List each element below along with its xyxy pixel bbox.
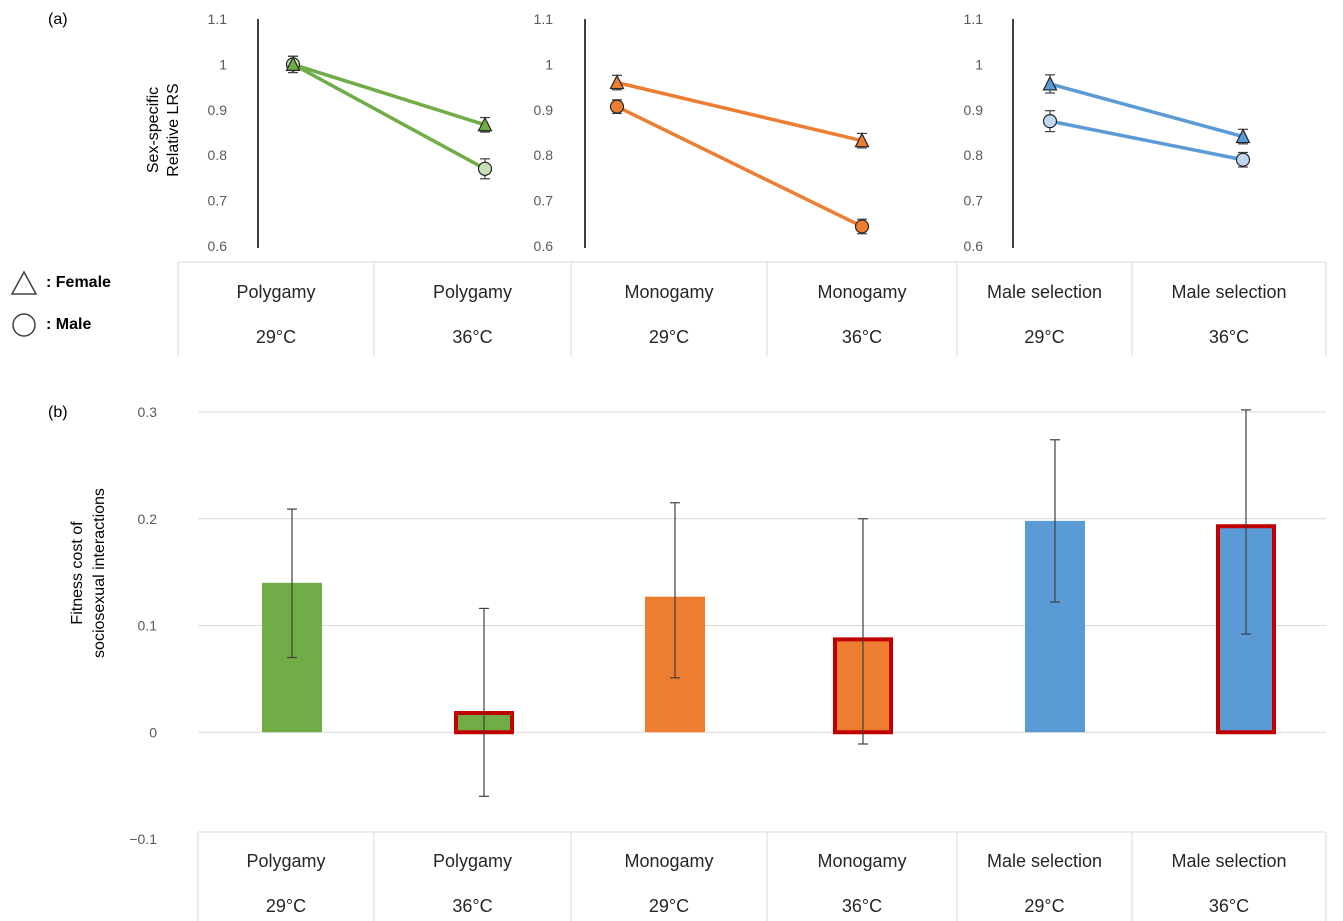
panel-a-category-temp: 29°C — [649, 327, 689, 347]
panel-a-ytick-label: 1.1 — [534, 11, 554, 27]
panel-a-ytick-label: 0.9 — [964, 102, 984, 118]
panel-b-ytick-label: 0.2 — [138, 511, 158, 527]
series-line-male — [292, 62, 486, 171]
panel-a-category-temp: 36°C — [842, 327, 882, 347]
male-point — [1235, 152, 1251, 167]
female-point — [477, 116, 493, 132]
panel-b-ytick-label: 0 — [149, 724, 157, 740]
male-point — [854, 219, 870, 234]
series-line-female — [1049, 82, 1244, 139]
panel-b-category-temp: 29°C — [266, 896, 306, 916]
legend-female-label: : Female — [46, 274, 111, 291]
panel-a-ytick-label: 1 — [219, 56, 227, 72]
panel-a-category-temp: 29°C — [1024, 327, 1064, 347]
panel-a-category-treatment: Polygamy — [236, 282, 315, 302]
panel-b-category-treatment: Male selection — [987, 851, 1102, 871]
panel-a-ytick-label: 1 — [975, 56, 983, 72]
female-point — [1042, 75, 1058, 91]
panel-b-category-axis: Polygamy 29°C Polygamy 36°C Monogamy 29°C Mono… — [197, 831, 1327, 921]
panel-a-ytick-label: 0.8 — [534, 147, 554, 163]
panel-a-category-temp: 29°C — [256, 327, 296, 347]
panel-a-subplot-2: 0.6 0.7 0.8 0.9 1 1.1 — [534, 11, 870, 254]
panel-a-category-treatment: Male selection — [987, 282, 1102, 302]
legend-male-label: : Male — [46, 316, 91, 333]
male-point — [1042, 114, 1058, 129]
panel-b-ylabel: Fitness cost of sociosexual interactions — [69, 488, 108, 658]
panel-a-ytick-label: 0.7 — [964, 193, 984, 209]
panel-a-category-temp: 36°C — [1209, 327, 1249, 347]
panel-a-ytick-label: 0.7 — [208, 193, 228, 209]
panel-a-ytick-label: 0.8 — [964, 147, 984, 163]
panel-b-ytick-label: 0.3 — [138, 404, 158, 420]
panel-b-ytick-label: −0.1 — [129, 831, 157, 847]
panel-b-category-treatment: Male selection — [1171, 851, 1286, 871]
panel-a-category-treatment: Monogamy — [624, 282, 713, 302]
panel-a-category-treatment: Male selection — [1171, 282, 1286, 302]
panel-b-category-temp: 29°C — [1024, 896, 1064, 916]
panel-b-category-treatment: Polygamy — [246, 851, 325, 871]
panel-b-ylabel-line2: sociosexual interactions — [91, 488, 108, 658]
legend-circle-icon — [12, 313, 36, 337]
panel-a-category-axis: Polygamy 29°C Polygamy 36°C Monogamy 29°C Mono… — [177, 261, 1327, 356]
panel-a-ytick-label: 0.9 — [534, 102, 554, 118]
panel-a-ytick-label: 1 — [545, 56, 553, 72]
panel-b-category-temp: 36°C — [842, 896, 882, 916]
female-point — [1235, 128, 1251, 144]
panel-a-ytick-label: 0.6 — [534, 238, 554, 254]
panel-a-subplot-3: 0.6 0.7 0.8 0.9 1 1.1 — [964, 11, 1251, 254]
panel-a-category-treatment: Polygamy — [433, 282, 512, 302]
panel-a-category-treatment: Monogamy — [817, 282, 906, 302]
panel-b-category-temp: 29°C — [649, 896, 689, 916]
panel-b-category-treatment: Monogamy — [817, 851, 906, 871]
panel-b-category-temp: 36°C — [452, 896, 492, 916]
panel-a-ytick-label: 1.1 — [964, 11, 984, 27]
panel-a-subplot-1: 0.6 0.7 0.8 0.9 1 1.1 — [208, 11, 493, 254]
panel-a-label: (a) — [48, 11, 68, 28]
panel-b-category-treatment: Monogamy — [624, 851, 713, 871]
panel-a-ytick-label: 0.8 — [208, 147, 228, 163]
panel-a-category-temp: 36°C — [452, 327, 492, 347]
series-line-female — [292, 62, 486, 127]
panel-a-ytick-label: 1.1 — [208, 11, 228, 27]
panel-a-ytick-label: 0.9 — [208, 102, 228, 118]
female-point — [854, 132, 870, 148]
panel-b-label: (b) — [48, 404, 68, 421]
panel-a-ylabel-line2: Relative LRS — [165, 83, 182, 176]
panel-a-ytick-label: 0.6 — [964, 238, 984, 254]
series-line-female — [616, 80, 863, 143]
male-point — [609, 99, 625, 114]
panel-b-ylabel-line1: Fitness cost of — [69, 521, 86, 625]
female-point — [609, 74, 625, 90]
series-line-male — [1049, 119, 1244, 162]
panel-b-category-treatment: Polygamy — [433, 851, 512, 871]
panel-a-ytick-label: 0.6 — [208, 238, 228, 254]
panel-a-ylabel: Sex-specific Relative LRS — [145, 83, 182, 176]
panel-a-ytick-label: 0.7 — [534, 193, 554, 209]
male-point — [477, 161, 493, 176]
legend-triangle-icon — [10, 270, 38, 295]
series-line-male — [616, 105, 863, 229]
panel-a-ylabel-line1: Sex-specific — [145, 87, 162, 173]
panel-b-ytick-label: 0.1 — [138, 618, 158, 634]
female-point — [285, 56, 301, 72]
panel-b-category-temp: 36°C — [1209, 896, 1249, 916]
